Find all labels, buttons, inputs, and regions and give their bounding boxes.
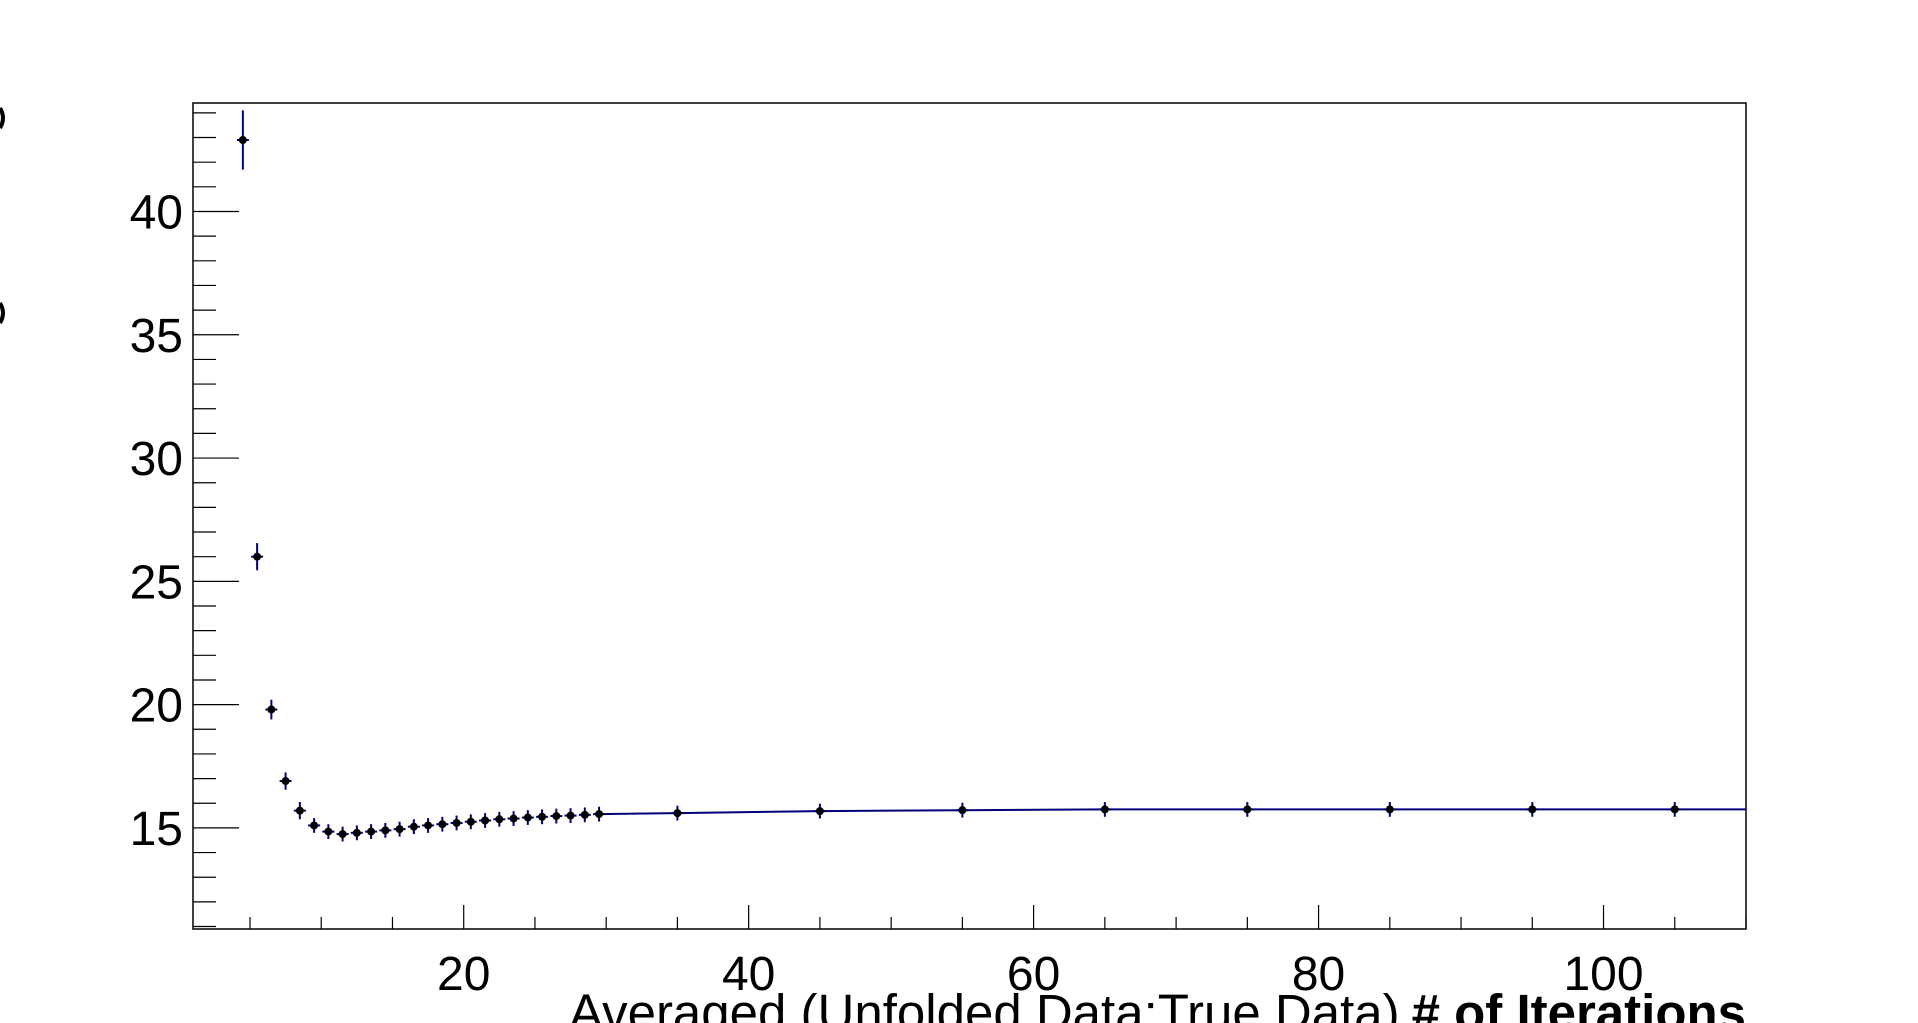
point-marker bbox=[566, 811, 575, 820]
point-marker bbox=[523, 813, 532, 822]
point-marker bbox=[1670, 805, 1679, 814]
point-marker bbox=[267, 705, 276, 714]
x-axis-title: Averaged (Unfolded Data:True Data) # of I… bbox=[569, 984, 1746, 1023]
data-point bbox=[1098, 802, 1111, 817]
data-point bbox=[564, 808, 577, 823]
point-marker bbox=[509, 814, 518, 823]
data-point bbox=[479, 813, 492, 828]
point-marker bbox=[673, 809, 682, 818]
data-point bbox=[279, 772, 292, 790]
axis-ticks-layer bbox=[193, 112, 1747, 929]
point-marker bbox=[409, 822, 418, 831]
y-tick-label: 20 bbox=[130, 680, 183, 733]
fit-curve-layer bbox=[599, 808, 1746, 816]
point-marker bbox=[1528, 805, 1537, 814]
point-marker bbox=[438, 820, 447, 829]
point-marker bbox=[238, 135, 247, 144]
data-point bbox=[507, 811, 520, 826]
point-marker bbox=[424, 821, 433, 830]
point-marker bbox=[552, 812, 561, 821]
point-marker bbox=[1385, 805, 1394, 814]
point-marker bbox=[815, 807, 824, 816]
y-tick-label: 40 bbox=[130, 186, 183, 239]
point-marker bbox=[367, 827, 376, 836]
x-tick-label: 100 bbox=[1563, 948, 1643, 1001]
data-point bbox=[350, 825, 363, 841]
data-point bbox=[308, 818, 321, 833]
fit-curve bbox=[599, 808, 1746, 816]
point-marker bbox=[381, 826, 390, 835]
data-point bbox=[293, 802, 306, 820]
point-marker bbox=[338, 830, 347, 839]
x-tick-label: 40 bbox=[722, 948, 775, 1001]
data-point bbox=[1241, 802, 1254, 817]
data-point bbox=[464, 814, 477, 830]
data-point bbox=[1526, 802, 1539, 817]
data-point bbox=[450, 815, 463, 831]
point-marker bbox=[452, 818, 461, 827]
x-axis-title-text: Averaged (Unfolded Data:True Data) bbox=[569, 984, 1400, 1023]
data-point bbox=[251, 543, 264, 571]
data-point bbox=[593, 806, 606, 822]
point-marker bbox=[958, 806, 967, 815]
data-point bbox=[436, 816, 449, 832]
data-point bbox=[265, 699, 278, 720]
data-point bbox=[236, 110, 249, 170]
x-tick-label: 80 bbox=[1292, 948, 1345, 1001]
data-point bbox=[336, 826, 349, 842]
data-point bbox=[671, 805, 684, 821]
point-marker bbox=[352, 828, 361, 837]
point-marker bbox=[324, 827, 333, 836]
x-tick-label: 60 bbox=[1007, 948, 1060, 1001]
data-point bbox=[550, 808, 563, 824]
data-point bbox=[1668, 802, 1681, 817]
point-marker bbox=[538, 812, 547, 821]
y-axis-title-glyph-fragment bbox=[0, 106, 5, 325]
data-points-layer bbox=[236, 110, 1681, 842]
point-marker bbox=[495, 815, 504, 824]
data-point bbox=[393, 821, 406, 837]
data-point bbox=[407, 819, 420, 835]
point-marker bbox=[580, 810, 589, 819]
point-marker bbox=[395, 825, 404, 834]
point-marker bbox=[1100, 805, 1109, 814]
tick-labels-layer: 20 40 60 80 100 15 20 25 30 35 40 bbox=[130, 186, 1644, 1001]
point-marker bbox=[466, 817, 475, 826]
data-point bbox=[521, 810, 534, 825]
y-tick-label: 35 bbox=[130, 310, 183, 363]
data-point bbox=[365, 824, 378, 840]
y-tick-label: 15 bbox=[130, 803, 183, 856]
point-marker bbox=[595, 810, 604, 819]
data-point bbox=[956, 802, 969, 818]
data-point bbox=[379, 822, 392, 838]
point-marker bbox=[1243, 805, 1252, 814]
data-point bbox=[578, 807, 591, 823]
data-point bbox=[322, 824, 335, 840]
x-tick-label: 20 bbox=[437, 948, 490, 1001]
data-point bbox=[493, 811, 506, 827]
point-marker bbox=[281, 777, 290, 786]
y-tick-label: 25 bbox=[130, 556, 183, 609]
point-marker bbox=[295, 806, 304, 815]
y-tick-label: 30 bbox=[130, 433, 183, 486]
data-point bbox=[422, 818, 435, 833]
data-point bbox=[536, 809, 549, 825]
point-marker bbox=[481, 816, 490, 825]
point-marker bbox=[253, 552, 262, 561]
x-axis-title-bold-text: # of Iterations bbox=[1412, 984, 1746, 1023]
data-point bbox=[1383, 802, 1396, 817]
point-marker bbox=[310, 821, 319, 830]
plot-frame bbox=[192, 102, 1747, 930]
data-point bbox=[813, 803, 826, 819]
